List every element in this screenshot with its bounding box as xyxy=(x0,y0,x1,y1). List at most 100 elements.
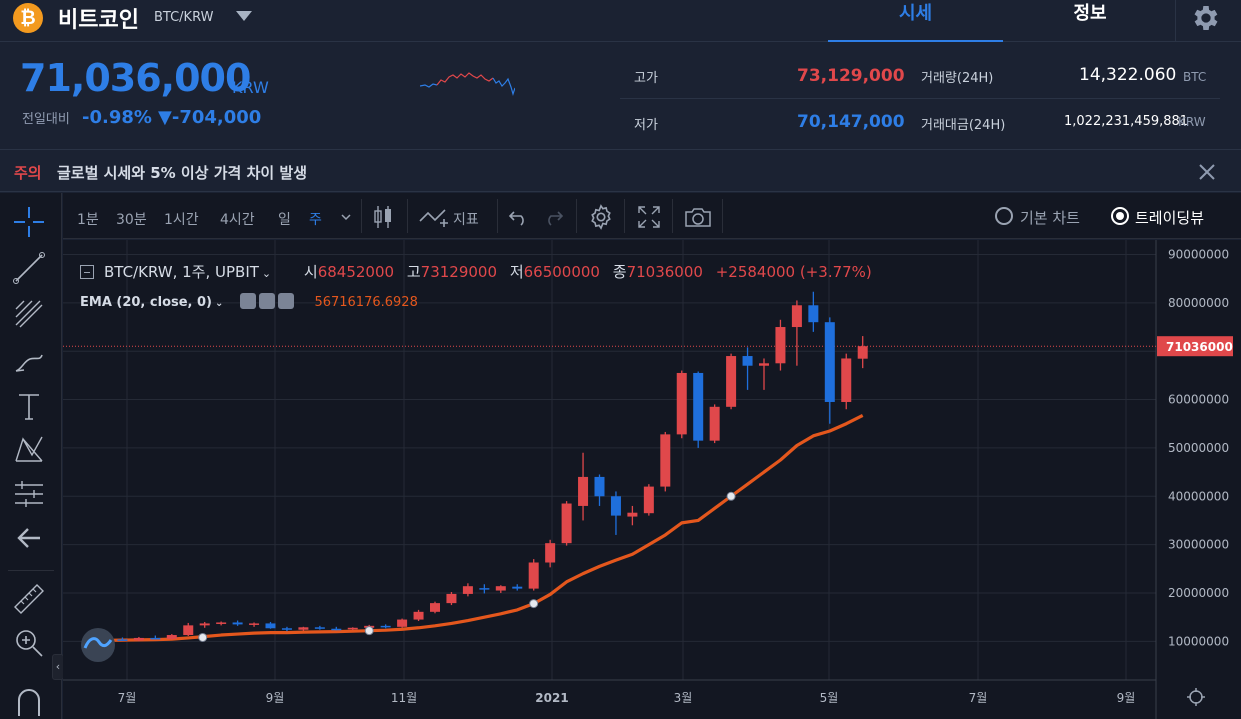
divider xyxy=(722,199,723,233)
crosshair-icon[interactable] xyxy=(10,203,48,241)
candle-body xyxy=(775,327,786,364)
candle-body xyxy=(578,476,589,506)
fib-tool-icon[interactable] xyxy=(10,295,48,333)
basic-chart-label[interactable]: 기본 차트 xyxy=(1020,209,1080,227)
interval-30m[interactable]: 30분 xyxy=(116,212,147,228)
candle-type-icon[interactable] xyxy=(370,202,396,232)
brush-icon[interactable] xyxy=(10,341,48,379)
price-panel xyxy=(0,43,1241,150)
candle-body xyxy=(281,628,292,630)
ema-label[interactable]: EMA (20, close, 0) xyxy=(80,295,212,310)
candle-body xyxy=(298,627,309,630)
chevron-down-icon[interactable]: ⌄ xyxy=(215,298,224,309)
candle-body xyxy=(430,603,440,612)
legend-open-label: 시 xyxy=(303,263,318,281)
candle-body xyxy=(265,623,276,629)
close-icon[interactable] xyxy=(277,293,294,309)
text-tool-icon[interactable] xyxy=(10,387,48,425)
ruler-icon[interactable] xyxy=(10,580,48,618)
legend-change: +2584000 (+3.77%) xyxy=(715,263,872,281)
legend-symbol[interactable]: BTC/KRW, 1주, UPBIT xyxy=(104,263,259,281)
candle-body xyxy=(133,637,144,641)
fullscreen-icon[interactable] xyxy=(637,205,661,229)
change-percent: -0.98% xyxy=(82,107,152,128)
chevron-down-icon[interactable]: ⌄ xyxy=(261,267,272,280)
gear-icon[interactable] xyxy=(1190,2,1222,34)
indicators-icon[interactable] xyxy=(418,205,450,231)
top-bar xyxy=(0,0,1241,42)
x-tick-label: 7월 xyxy=(118,691,137,705)
x-tick-label: 5월 xyxy=(820,691,839,705)
basic-chart-radio[interactable] xyxy=(995,207,1013,225)
x-tick-label: 3월 xyxy=(674,691,693,705)
interval-day[interactable]: 일 xyxy=(278,212,291,228)
x-tick-label: 11월 xyxy=(391,691,417,705)
candle-body xyxy=(759,363,769,366)
chart-area xyxy=(63,240,1241,719)
arrow-left-icon[interactable] xyxy=(10,519,48,557)
y-tick-label: 80000000 xyxy=(1168,296,1229,310)
legend-low: 66500000 xyxy=(523,263,600,281)
collapse-legend-icon[interactable] xyxy=(80,265,94,279)
warning-text: 글로벌 시세와 5% 이상 가격 차이 발생 xyxy=(57,164,308,182)
settings-icon[interactable] xyxy=(587,203,615,231)
candle-body xyxy=(216,622,227,624)
coin-name[interactable]: 비트코인 xyxy=(58,8,139,33)
eye-icon[interactable] xyxy=(239,293,256,309)
amount-value: 1,022,231,459,881 xyxy=(1064,114,1189,129)
high-value: 73,129,000 xyxy=(797,66,905,86)
tradingview-logo xyxy=(81,628,115,662)
candle-body xyxy=(528,562,539,589)
ema-legend: EMA (20, close, 0) ⌄ 56716176.6928 xyxy=(80,293,418,310)
change-amount: ▼-704,000 xyxy=(158,107,262,128)
ema-value: 56716176.6928 xyxy=(314,295,418,310)
candle-body xyxy=(117,639,128,641)
interval-1m[interactable]: 1분 xyxy=(77,212,99,228)
gear-icon[interactable] xyxy=(1189,690,1203,704)
camera-icon[interactable] xyxy=(683,204,713,230)
magnet-icon[interactable] xyxy=(10,680,48,718)
candle-body xyxy=(462,586,473,594)
x-tick-label: 7월 xyxy=(969,691,988,705)
interval-week[interactable]: 주 xyxy=(309,212,322,228)
candle-body xyxy=(314,627,325,629)
tradingview-radio[interactable] xyxy=(1111,207,1129,225)
interval-4h[interactable]: 4시간 xyxy=(220,212,255,228)
event-marker xyxy=(726,491,736,501)
tab-sise[interactable]: 시세 xyxy=(828,0,1003,42)
divider xyxy=(407,199,408,233)
high-label: 고가 xyxy=(634,71,658,86)
trendline-icon[interactable] xyxy=(10,249,48,287)
candle-body xyxy=(709,406,720,441)
redo-icon[interactable] xyxy=(542,207,564,227)
price-chart[interactable]: 10000000 20000000 30000000 40000000 50000000… xyxy=(63,240,1241,719)
tradingview-label[interactable]: 트레이딩뷰 xyxy=(1135,209,1205,227)
zoom-in-icon[interactable] xyxy=(10,624,48,662)
pattern-tool-icon[interactable] xyxy=(10,431,48,469)
candle-body xyxy=(726,356,737,407)
divider xyxy=(672,199,673,233)
candle-body xyxy=(347,627,358,630)
chevron-down-icon[interactable] xyxy=(236,11,252,21)
divider xyxy=(620,98,1220,99)
interval-1h[interactable]: 1시간 xyxy=(164,212,199,228)
tab-info[interactable]: 정보 xyxy=(1073,3,1107,24)
legend-high-label: 고 xyxy=(406,263,421,281)
candle-body xyxy=(199,623,210,626)
indicators-label[interactable]: 지표 xyxy=(453,212,479,228)
close-icon[interactable] xyxy=(1198,163,1216,181)
event-marker xyxy=(198,632,208,642)
measure-lines-icon[interactable] xyxy=(10,475,48,513)
coin-pair[interactable]: BTC/KRW xyxy=(154,10,214,25)
candle-body xyxy=(561,503,572,544)
gear-icon[interactable] xyxy=(258,293,275,309)
undo-icon[interactable] xyxy=(508,207,530,227)
bitcoin-logo: ₿ xyxy=(13,3,43,33)
candle-body xyxy=(512,586,523,589)
divider xyxy=(361,199,362,233)
candle-body xyxy=(824,322,835,402)
x-tick-label: 9월 xyxy=(266,691,285,705)
price-unit: KRW xyxy=(232,78,269,97)
chevron-down-icon[interactable] xyxy=(339,210,353,224)
y-tick-label: 10000000 xyxy=(1168,634,1229,648)
